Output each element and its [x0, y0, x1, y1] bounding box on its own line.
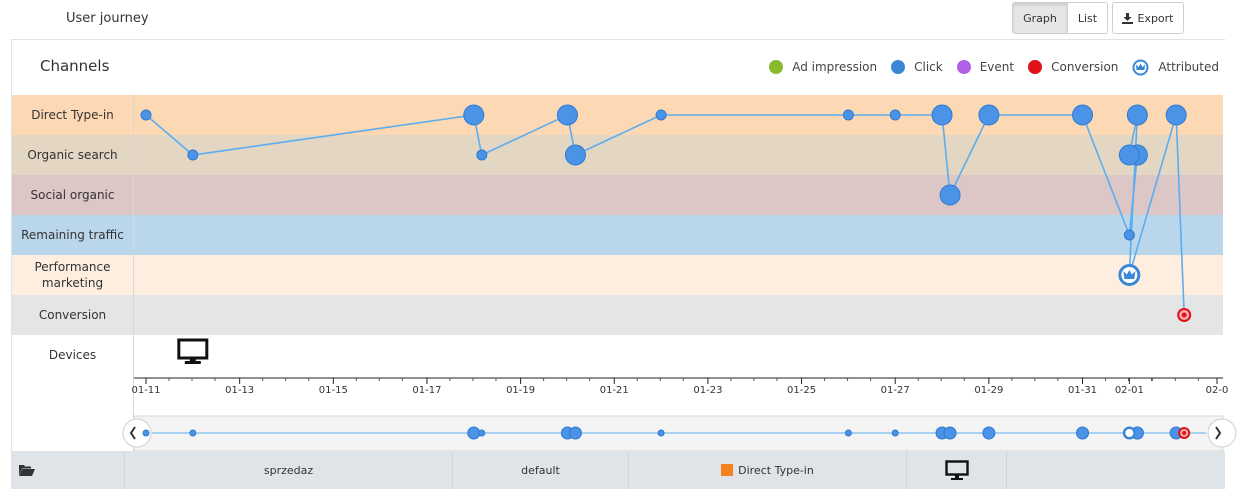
axis-label-gutter [12, 375, 134, 451]
click-point[interactable] [655, 109, 667, 121]
list-button[interactable]: List [1068, 2, 1108, 34]
channel-row-remaining-traffic: Remaining traffic [12, 215, 1223, 255]
footer-cell-device [907, 451, 1007, 489]
click-point[interactable] [476, 149, 488, 161]
click-point[interactable] [889, 109, 901, 121]
legend-item-click: Click [891, 60, 943, 74]
channel-row-conversion: Conversion [12, 295, 1223, 335]
row-label: Devices [12, 335, 134, 375]
footer-medium-text: default [521, 463, 560, 477]
click-point[interactable] [1126, 104, 1148, 126]
channel-row-performance-marketing: Performance marketing [12, 255, 1223, 295]
click-point[interactable] [1118, 144, 1140, 166]
navigator-track[interactable] [133, 415, 1224, 452]
export-label: Export [1137, 11, 1174, 25]
row-label: Direct Type-in [12, 95, 134, 135]
footer-cell-channel: Direct Type-in [629, 451, 907, 489]
click-point[interactable] [187, 149, 199, 161]
row-label: Organic search [12, 135, 134, 175]
click-point[interactable] [463, 104, 485, 126]
channel-row-direct-type-in: Direct Type-in [12, 95, 1223, 135]
channel-color-swatch [721, 464, 734, 476]
row-label: Remaining traffic [12, 215, 134, 255]
click-point[interactable] [1165, 104, 1187, 126]
journey-footer: sprzedaz default Direct Type-in [11, 451, 1225, 489]
navigator-right-handle[interactable] [1207, 418, 1237, 448]
channels-title: Channels [40, 57, 110, 75]
legend-dot-ad-impression [769, 60, 784, 74]
footer-cell-source: sprzedaz [125, 451, 453, 489]
attributed-point[interactable] [1118, 264, 1141, 286]
click-point[interactable] [978, 104, 1000, 126]
legend-dot-event [956, 60, 971, 74]
legend-item-ad-impression: Ad impression [769, 60, 877, 74]
row-label: Performance marketing [12, 255, 134, 295]
folder-open-icon [19, 465, 35, 476]
legend: Ad impression Click Event Conversion Att… [755, 58, 1219, 76]
legend-item-conversion: Conversion [1028, 60, 1118, 74]
legend-dot-conversion [1028, 60, 1043, 74]
page-title: User journey [66, 11, 149, 26]
click-point[interactable] [939, 184, 961, 206]
legend-label: Ad impression [792, 60, 878, 74]
legend-label: Event [979, 60, 1015, 74]
crown-icon [1132, 59, 1149, 75]
click-point[interactable] [140, 109, 152, 121]
devices-row: Devices [12, 335, 1223, 375]
download-icon [1122, 12, 1134, 24]
row-label: Conversion [12, 295, 134, 335]
footer-source-text: sprzedaz [263, 463, 314, 477]
click-point[interactable] [556, 104, 578, 126]
legend-item-event: Event [956, 60, 1015, 74]
footer-channel-text: Direct Type-in [738, 463, 814, 477]
legend-label: Conversion [1051, 60, 1119, 74]
row-label: Social organic [12, 175, 134, 215]
footer-cell-medium: default [453, 451, 629, 489]
export-button[interactable]: Export [1112, 2, 1184, 34]
click-point[interactable] [931, 104, 953, 126]
channel-row-social-organic: Social organic [12, 175, 1223, 215]
navigator-left-handle[interactable] [122, 418, 152, 448]
footer-folder-cell[interactable] [11, 451, 125, 489]
graph-button[interactable]: Graph [1012, 2, 1068, 34]
legend-dot-click [891, 60, 906, 74]
legend-label: Attributed [1158, 60, 1219, 74]
click-point[interactable] [1072, 104, 1094, 126]
desktop-icon [944, 460, 969, 480]
click-point[interactable] [1123, 229, 1135, 241]
journey-panel [11, 39, 1225, 451]
legend-label: Click [914, 60, 943, 74]
click-point[interactable] [842, 109, 854, 121]
click-point[interactable] [564, 144, 586, 166]
legend-item-attributed: Attributed [1132, 59, 1219, 76]
view-toggle: Graph List Export [1012, 2, 1184, 34]
conversion-point[interactable] [1177, 308, 1192, 322]
